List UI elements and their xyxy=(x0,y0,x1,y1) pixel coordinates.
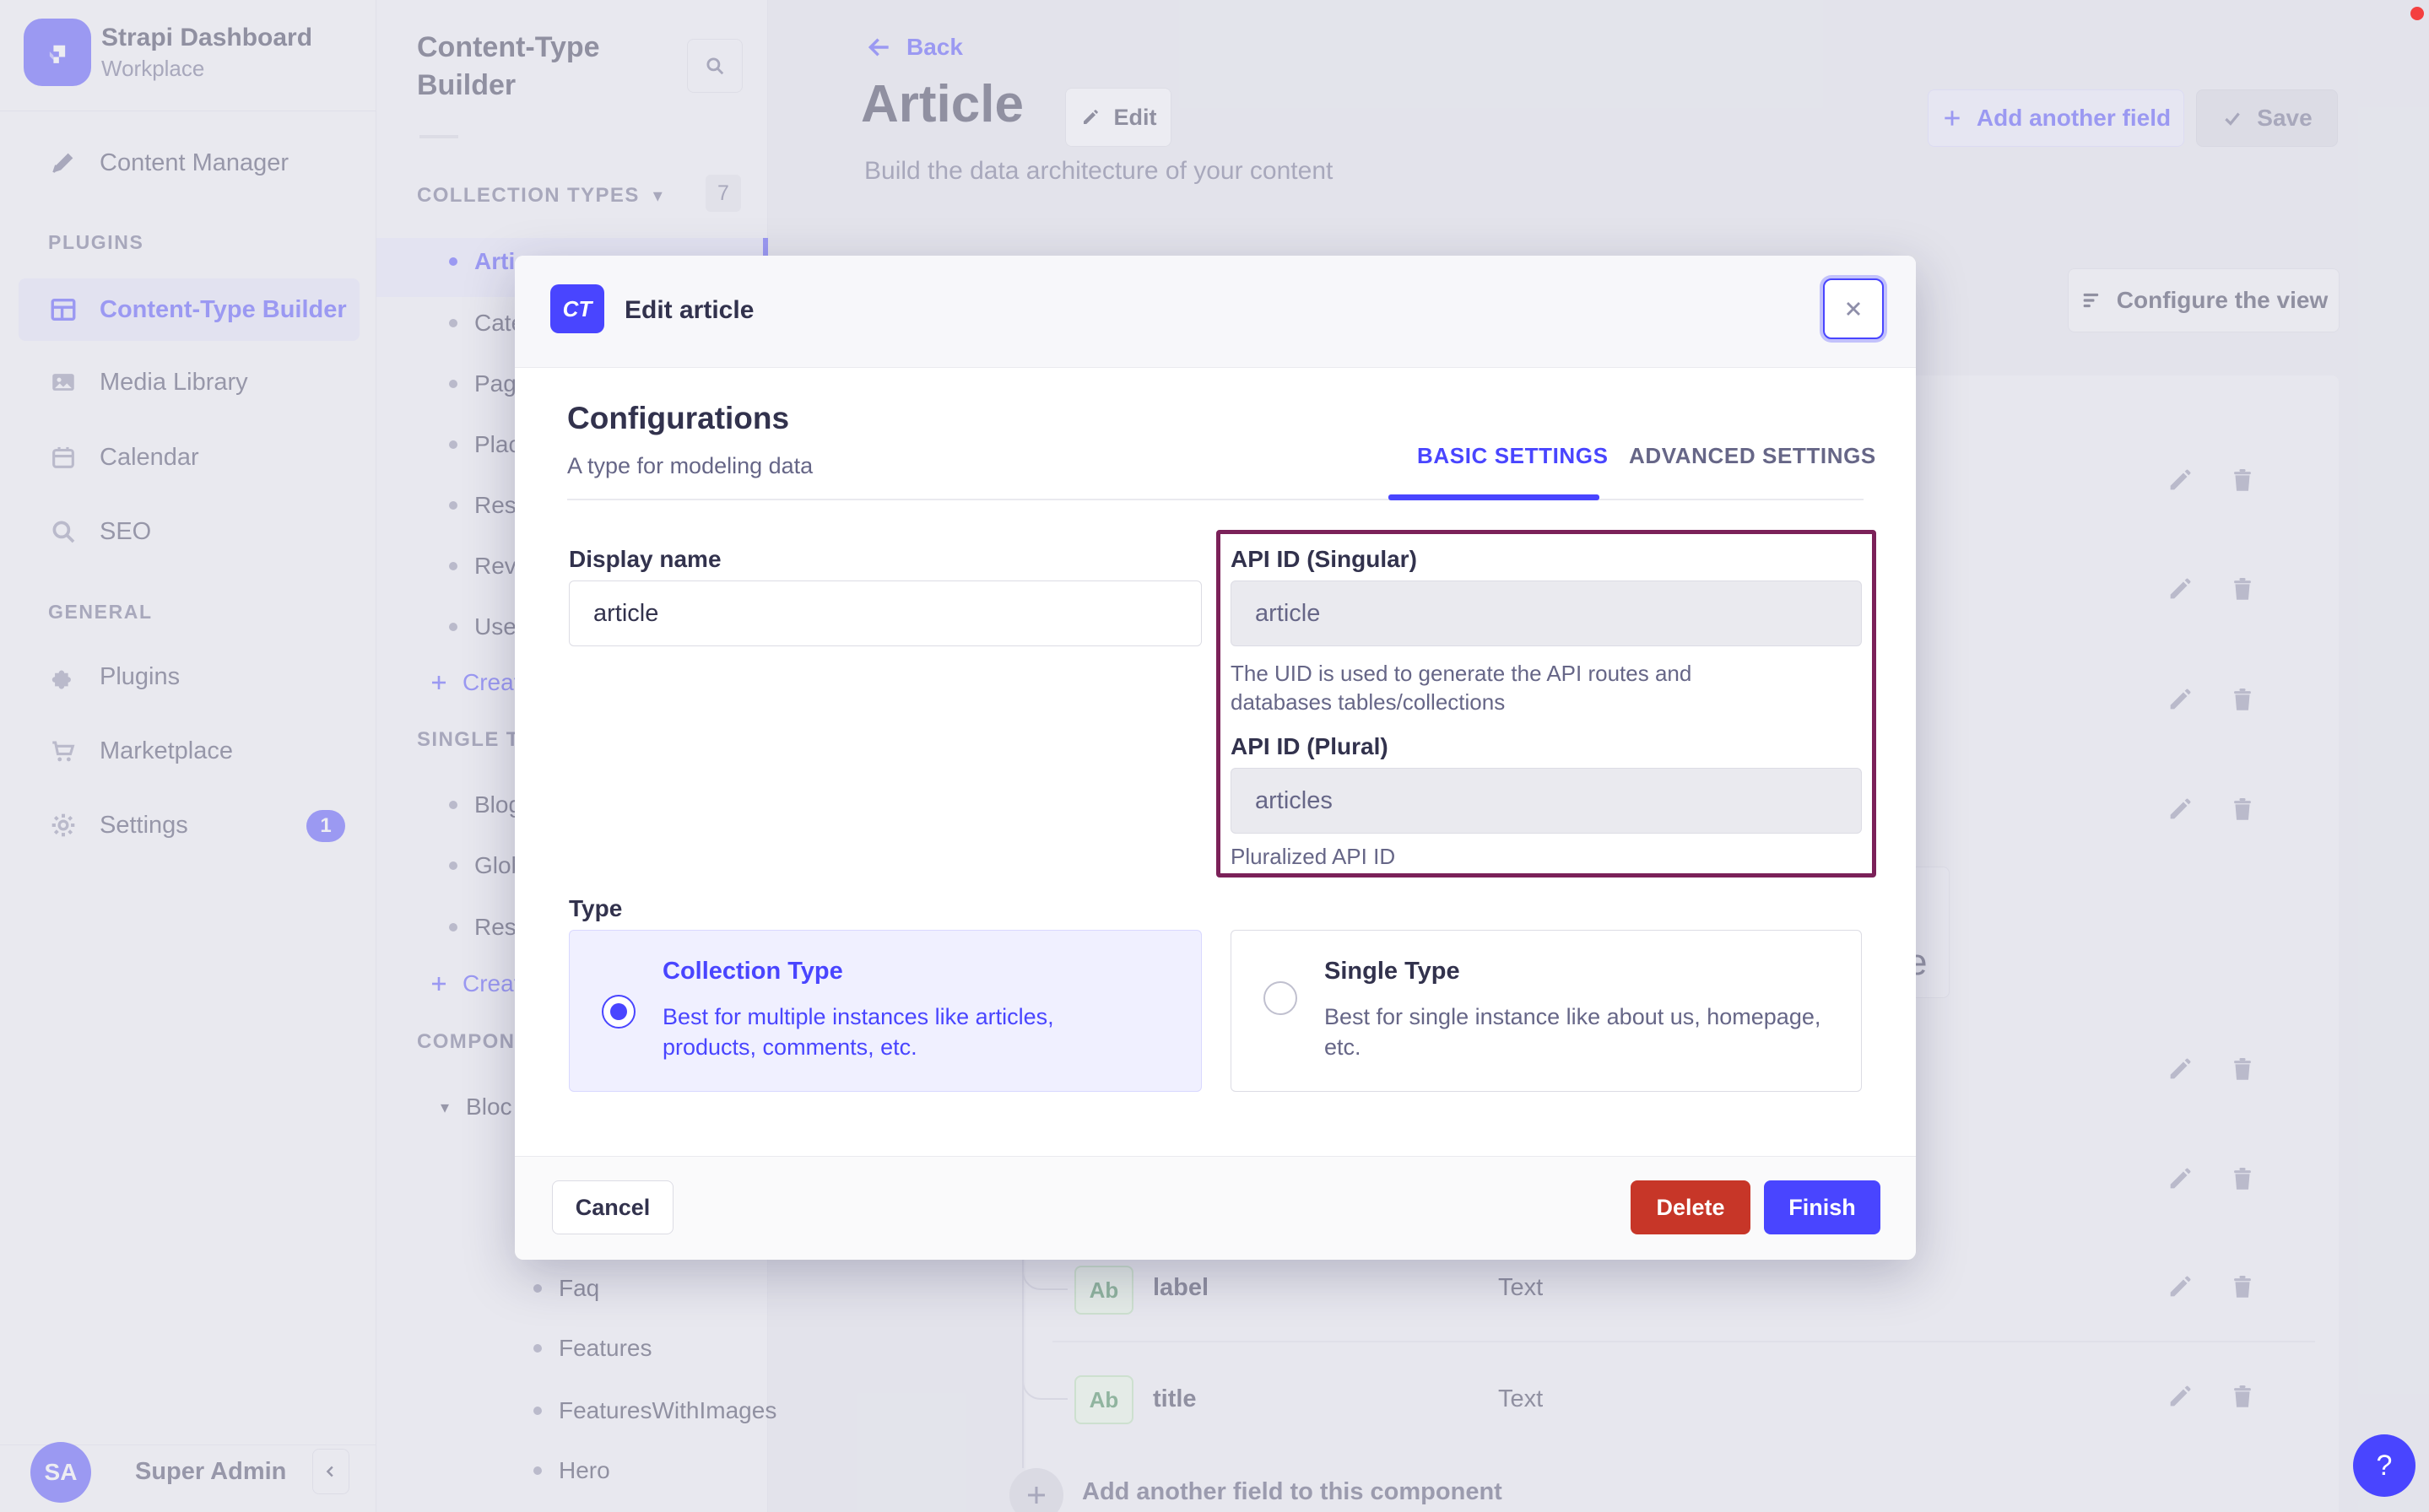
api-id-singular-label: API ID (Singular) xyxy=(1231,546,1417,572)
collection-type-radio[interactable] xyxy=(602,995,636,1029)
close-icon xyxy=(1847,302,1860,316)
modal-header: CT Edit article xyxy=(515,256,1916,368)
finish-button[interactable]: Finish xyxy=(1764,1180,1880,1234)
radio-dot xyxy=(610,1003,627,1020)
api-id-plural-help: Pluralized API ID xyxy=(1231,844,1396,869)
edit-article-modal: CT Edit article Configurations A type fo… xyxy=(515,256,1916,1260)
single-type-card[interactable]: Single Type Best for single instance lik… xyxy=(1231,930,1862,1092)
type-label: Type xyxy=(569,895,623,921)
recording-indicator-dot xyxy=(2410,7,2424,20)
close-modal-button[interactable] xyxy=(1823,278,1884,339)
single-type-radio[interactable] xyxy=(1263,981,1297,1015)
api-id-plural-input[interactable] xyxy=(1231,768,1862,834)
api-id-singular-input[interactable] xyxy=(1231,580,1862,646)
single-type-title: Single Type xyxy=(1324,958,1460,985)
help-button[interactable]: ? xyxy=(2353,1434,2415,1497)
collection-type-desc: Best for multiple instances like article… xyxy=(663,1004,1054,1060)
modal-title: Edit article xyxy=(625,296,755,324)
modal-section-subtitle: A type for modeling data xyxy=(567,453,814,478)
display-name-input[interactable] xyxy=(569,580,1202,646)
content-type-badge: CT xyxy=(550,284,604,333)
tab-basic-settings[interactable]: BASIC SETTINGS xyxy=(1417,443,1609,468)
tab-advanced-settings[interactable]: ADVANCED SETTINGS xyxy=(1629,443,1876,468)
api-id-singular-help: The UID is used to generate the API rout… xyxy=(1231,661,1692,715)
delete-button[interactable]: Delete xyxy=(1631,1180,1750,1234)
cancel-button[interactable]: Cancel xyxy=(552,1180,674,1234)
modal-section-title: Configurations xyxy=(567,401,790,435)
active-tab-underline xyxy=(1388,494,1599,500)
tabs-divider xyxy=(567,499,1864,500)
collection-type-card[interactable]: Collection Type Best for multiple instan… xyxy=(569,930,1202,1092)
modal-footer: Cancel Delete Finish xyxy=(515,1156,1916,1260)
single-type-desc: Best for single instance like about us, … xyxy=(1324,1004,1821,1060)
display-name-label: Display name xyxy=(569,546,722,572)
collection-type-title: Collection Type xyxy=(663,958,843,985)
api-id-plural-label: API ID (Plural) xyxy=(1231,733,1388,759)
